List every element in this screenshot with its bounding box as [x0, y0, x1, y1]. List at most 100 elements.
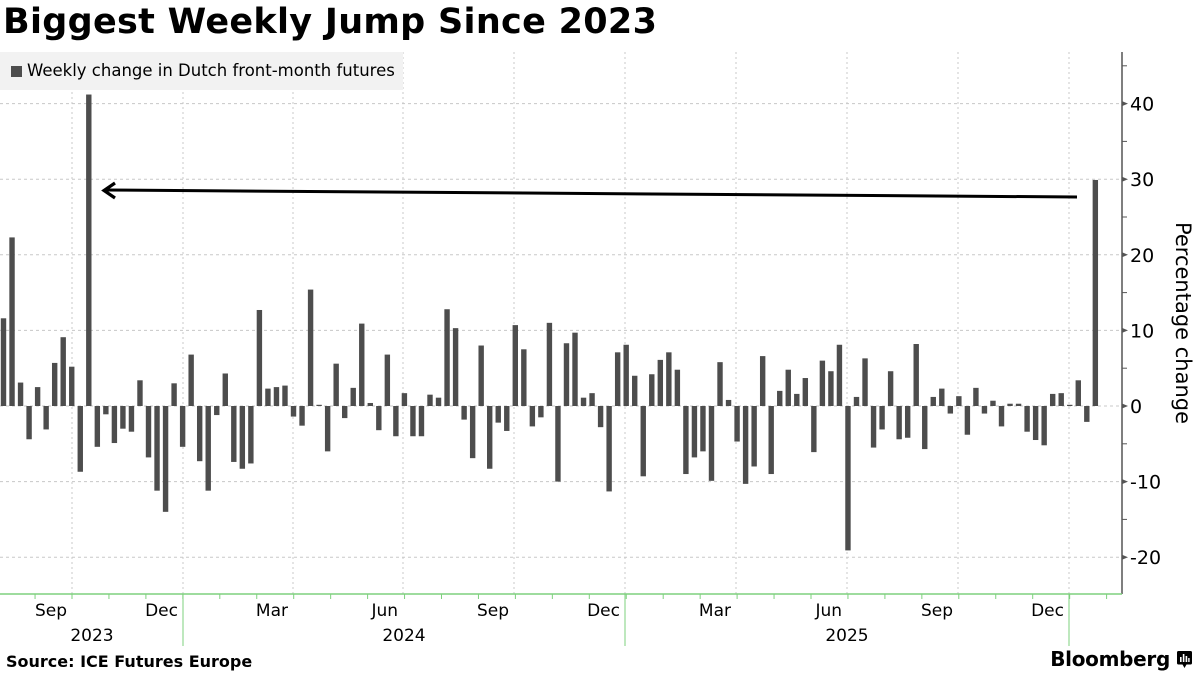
bar — [589, 393, 595, 406]
bar — [683, 406, 689, 475]
y-major-tick — [1122, 403, 1128, 409]
bar — [282, 385, 288, 406]
bar — [1075, 380, 1081, 406]
bar — [1015, 403, 1022, 406]
brand-logo-text: Bloomberg — [1050, 647, 1170, 671]
y-axis-label: Percentage change — [1171, 222, 1195, 424]
bar — [1007, 403, 1013, 406]
bar — [43, 406, 49, 430]
bar — [1084, 406, 1090, 422]
y-tick-label: 40 — [1130, 94, 1154, 116]
bar — [870, 406, 877, 448]
chart-title: Biggest Weekly Jump Since 2023 — [3, 2, 658, 42]
bar — [1092, 179, 1099, 406]
y-major-tick — [1122, 176, 1128, 182]
bar — [179, 406, 186, 447]
bar — [529, 406, 536, 427]
bar — [478, 345, 484, 406]
bar — [632, 375, 638, 406]
bar — [1024, 406, 1030, 432]
bar — [1049, 393, 1056, 406]
bar — [930, 396, 936, 406]
bar — [137, 380, 143, 406]
y-major-tick — [1122, 327, 1128, 333]
bar — [794, 393, 800, 406]
bar — [512, 325, 518, 406]
bar — [350, 387, 356, 406]
bar — [751, 406, 757, 467]
y-tick-label: 10 — [1130, 320, 1154, 342]
bar — [26, 406, 32, 440]
bar — [939, 388, 945, 406]
bar — [367, 402, 373, 406]
bar — [572, 332, 578, 406]
x-month-label: Jun — [370, 601, 398, 621]
arrow-line — [105, 188, 1078, 199]
y-major-tick — [1122, 479, 1128, 485]
bar — [452, 328, 459, 406]
square-swatch-icon — [11, 66, 22, 77]
y-major-tick — [1122, 101, 1128, 107]
bar — [196, 406, 203, 462]
y-tick-label: 30 — [1130, 169, 1154, 191]
bar — [461, 406, 467, 420]
bar — [964, 406, 971, 435]
bar — [469, 406, 476, 459]
bar — [563, 343, 570, 406]
bar — [828, 371, 834, 406]
bar — [418, 406, 425, 437]
bar — [333, 363, 339, 406]
axes: -20 -10 0 10 20 30 40 Sep Dec Mar Jun Sep Dec Mar Jun S… — [0, 52, 1161, 646]
bar — [879, 406, 885, 430]
bar — [94, 406, 101, 447]
bar — [265, 388, 271, 406]
bar — [0, 318, 7, 406]
annotation-arrow — [101, 181, 1078, 200]
bar — [316, 404, 322, 406]
bar — [691, 406, 698, 458]
bar — [376, 406, 382, 431]
bar — [1041, 406, 1047, 446]
bar — [606, 406, 612, 492]
y-tick-label: -10 — [1130, 472, 1161, 494]
bar — [111, 406, 118, 444]
bar — [768, 406, 774, 475]
bar — [640, 406, 646, 477]
bar — [614, 352, 621, 406]
bar — [214, 406, 220, 416]
x-month-label: Dec — [587, 601, 620, 621]
bar — [34, 387, 41, 406]
bar — [9, 237, 15, 406]
bar — [307, 289, 314, 406]
bar — [819, 360, 826, 406]
bar — [86, 94, 92, 406]
bar — [896, 406, 902, 440]
bar — [700, 406, 706, 452]
bar — [444, 309, 450, 406]
bar — [521, 349, 527, 406]
bar — [171, 383, 177, 406]
bar — [811, 406, 817, 453]
bar — [913, 344, 919, 406]
bar — [802, 378, 809, 406]
bar — [60, 337, 66, 406]
bar — [845, 406, 851, 551]
bar — [922, 406, 928, 450]
y-tick-label: 20 — [1130, 245, 1154, 267]
bar-series — [0, 94, 1099, 551]
bar — [538, 406, 544, 418]
bar — [777, 390, 783, 406]
bar — [401, 393, 408, 406]
bar — [657, 359, 664, 406]
bar — [342, 406, 348, 419]
legend-label: Weekly change in Dutch front-month futur… — [27, 61, 395, 80]
bar — [717, 362, 723, 406]
bar — [904, 406, 911, 438]
bar — [947, 406, 954, 414]
bar — [759, 356, 766, 406]
arrowhead-icon — [101, 181, 116, 200]
x-month-label: Sep — [477, 601, 509, 621]
y-major-tick — [1122, 554, 1128, 560]
bar — [708, 406, 715, 481]
